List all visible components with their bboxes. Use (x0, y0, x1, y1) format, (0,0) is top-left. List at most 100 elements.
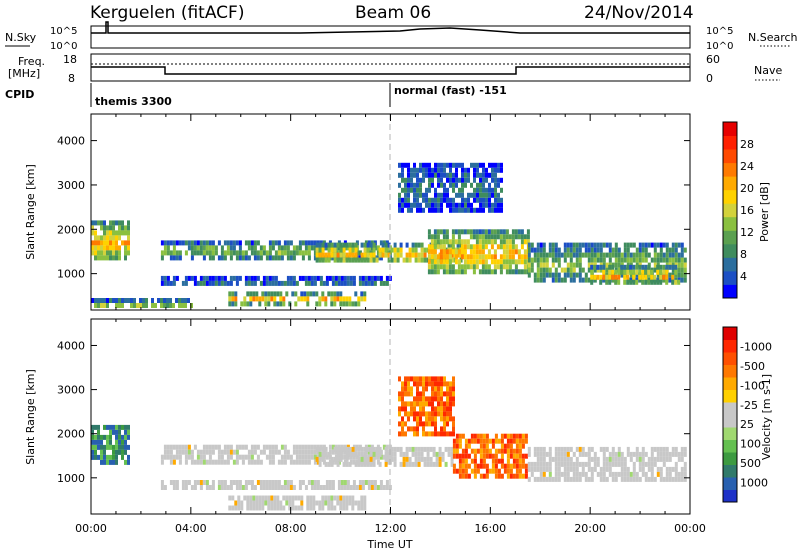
echo-cell (451, 234, 455, 240)
echo-cell (354, 257, 358, 263)
echo-cell (665, 471, 669, 477)
echo-cell (445, 249, 449, 255)
echo-cell (496, 259, 500, 265)
echo-cell (458, 458, 462, 464)
echo-cell (457, 239, 461, 245)
echo-cell (109, 240, 112, 246)
echo-cell (298, 250, 302, 256)
echo-cell (539, 247, 543, 253)
echo-cell (656, 456, 660, 462)
echo-cell (184, 454, 188, 460)
echo-cell (505, 254, 509, 260)
echo-cell (425, 386, 428, 392)
echo-cell (641, 446, 645, 452)
echo-cell (402, 451, 406, 457)
echo-cell (419, 396, 422, 402)
echo-cell (509, 453, 513, 459)
echo-cell (401, 187, 404, 193)
echo-cell (363, 247, 367, 253)
colorbar-swatch (723, 176, 737, 191)
echo-cell (478, 259, 482, 265)
echo-cell (623, 264, 627, 270)
echo-cell (560, 267, 564, 273)
echo-cell (399, 242, 403, 248)
echo-cell (629, 456, 633, 462)
echo-cell (518, 458, 522, 464)
echo-cell (542, 446, 546, 452)
echo-cell (426, 461, 430, 467)
echo-cell (410, 202, 413, 208)
echo-cell (223, 480, 227, 485)
echo-cell (662, 274, 666, 280)
echo-cell (154, 303, 157, 308)
echo-cell (340, 275, 344, 281)
echo-cell (452, 463, 456, 469)
echo-cell (208, 250, 212, 256)
echo-cell (428, 396, 431, 402)
freq-panel: Freq. [MHz] 18 8 60 0 Nave (8, 53, 782, 85)
echo-cell (536, 451, 540, 457)
echo-cell (464, 172, 467, 178)
echo-cell (683, 247, 687, 253)
echo-cell (426, 451, 430, 457)
echo-cell (401, 396, 404, 402)
echo-cell (542, 456, 546, 462)
echo-cell (330, 301, 334, 307)
echo-cell (354, 242, 358, 248)
power-cbar-label: Power [dB] (758, 182, 771, 242)
echo-cell (234, 500, 238, 506)
echo-cell (318, 505, 322, 511)
echo-cell (253, 240, 257, 246)
echo-cell (482, 187, 485, 193)
echo-cell (419, 162, 422, 168)
echo-cell (97, 303, 100, 308)
echo-cell (449, 401, 452, 407)
echo-cell (94, 245, 97, 251)
echo-cell (273, 296, 277, 302)
echo-cell (449, 416, 452, 422)
echo-cell (440, 207, 443, 213)
echo-cell (647, 272, 651, 278)
echo-cell (596, 456, 600, 462)
echo-cell (398, 431, 401, 437)
echo-cell (641, 456, 645, 462)
echo-cell (265, 485, 269, 490)
echo-cell (467, 207, 470, 213)
echo-cell (270, 495, 274, 501)
echo-cell (431, 172, 434, 178)
echo-cell (112, 230, 115, 236)
echo-cell (566, 451, 570, 457)
echo-cell (357, 257, 361, 263)
echo-cell (614, 471, 618, 477)
echo-cell (491, 177, 494, 183)
echo-cell (452, 182, 455, 188)
echo-cell (333, 247, 337, 253)
echo-cell (644, 257, 648, 263)
echo-cell (653, 279, 657, 285)
echo-cell (360, 257, 364, 263)
echo-cell (376, 485, 380, 490)
echo-cell (491, 187, 494, 193)
echo-cell (671, 267, 675, 273)
echo-cell (199, 459, 203, 465)
echo-cell (419, 207, 422, 213)
echo-cell (115, 250, 118, 256)
echo-cell (398, 421, 401, 427)
echo-cell (536, 262, 540, 268)
echo-cell (160, 454, 164, 460)
echo-cell (623, 456, 627, 462)
echo-cell (484, 229, 488, 235)
echo-cell (163, 485, 167, 490)
echo-cell (292, 444, 296, 450)
echo-cell (599, 264, 603, 270)
echo-cell (584, 471, 588, 477)
echo-cell (563, 267, 567, 273)
echo-cell (476, 162, 479, 168)
echo-cell (599, 446, 603, 452)
echo-cell (611, 247, 615, 253)
colorbar-tick-label: 28 (740, 138, 754, 151)
echo-cell (467, 192, 470, 198)
echo-cell (611, 264, 615, 270)
echo-cell (127, 434, 130, 440)
echo-cell (252, 505, 256, 511)
